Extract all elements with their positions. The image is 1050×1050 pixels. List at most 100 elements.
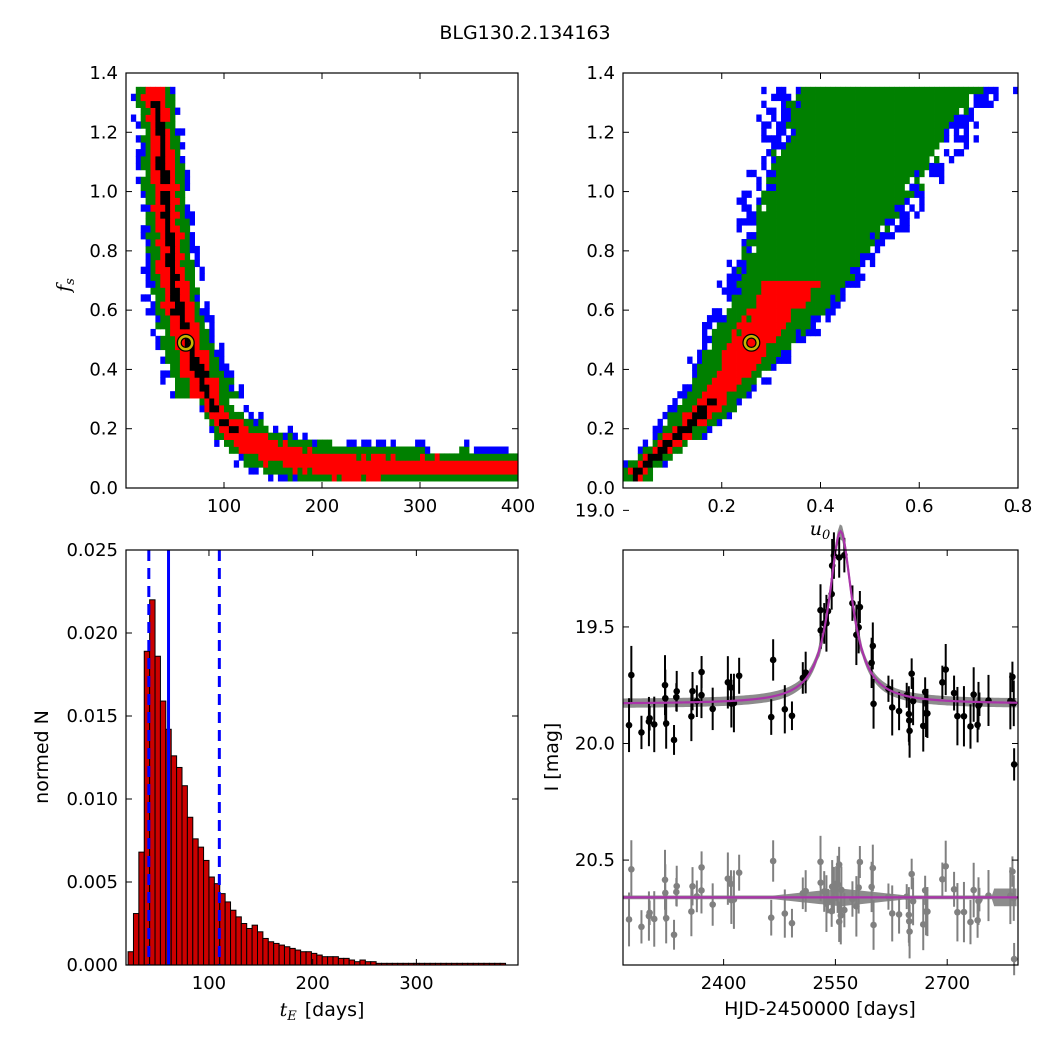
heatmap-cell (243, 432, 249, 440)
heatmap-cell (711, 356, 718, 364)
heatmap-cell (785, 342, 792, 351)
heatmap-cell (194, 245, 200, 254)
heatmap-cell (776, 294, 782, 302)
heatmap-cell (170, 232, 176, 240)
heatmap-cell (356, 467, 362, 475)
heatmap-cell (929, 135, 935, 143)
histogram-bar (235, 916, 242, 966)
heatmap-cell (820, 239, 826, 247)
heatmap-cell (746, 252, 752, 261)
heatmap-cell (835, 142, 841, 150)
heatmap-cell (184, 377, 191, 385)
heatmap-cell (800, 121, 807, 129)
heatmap-cell (199, 384, 205, 392)
heatmap-cell (830, 190, 836, 198)
heatmap-cell (317, 467, 323, 475)
heatmap-cell (150, 308, 156, 316)
heatmap-cell (904, 156, 910, 164)
heatmap-cell (934, 169, 940, 178)
heatmap-cell (771, 156, 777, 164)
residual-point (1010, 955, 1018, 963)
heatmap-cell (366, 467, 372, 475)
heatmap-cell (145, 225, 151, 233)
heatmap-cell (410, 460, 416, 468)
residual-point (724, 875, 732, 882)
heatmap-cell (731, 280, 737, 288)
heatmap-cell (726, 377, 733, 385)
heatmap-cell (874, 239, 881, 247)
heatmap-cell (175, 135, 181, 143)
heatmap-cell (860, 183, 866, 191)
heatmap-cell (771, 93, 777, 102)
heatmap-cell (800, 183, 807, 191)
heatmap-cell (287, 460, 293, 468)
heatmap-cell (830, 100, 836, 108)
heatmap-cell (953, 86, 960, 95)
heatmap-cell (170, 370, 176, 378)
heatmap-cell (238, 439, 244, 447)
residual-point (835, 861, 843, 868)
heatmap-cell (716, 328, 723, 337)
p3-ylabel: normed N (31, 710, 53, 804)
heatmap-cell (874, 232, 881, 240)
y-tick-label: 0.4 (89, 359, 118, 380)
heatmap-cell (800, 156, 807, 164)
heatmap-cell (751, 273, 757, 281)
heatmap-cell (781, 149, 787, 157)
heatmap-cell (884, 149, 891, 157)
histogram-bar (321, 956, 329, 966)
y-tick-label: 20.0 (575, 734, 615, 755)
heatmap-cell (776, 142, 782, 150)
heatmap-cell (840, 273, 846, 281)
heatmap-cell (667, 432, 673, 440)
heatmap-cell (815, 315, 821, 323)
heatmap-cell (184, 169, 191, 178)
heatmap-cell (721, 287, 728, 295)
heatmap-cell (815, 169, 821, 178)
heatmap-cell (761, 128, 767, 136)
heatmap-cell (140, 86, 146, 95)
heatmap-cell (380, 474, 387, 482)
heatmap-cell (771, 169, 777, 178)
heatmap-cell (771, 335, 777, 344)
heatmap-cell (973, 93, 979, 102)
heatmap-cell (716, 370, 723, 378)
heatmap-cell (805, 328, 812, 337)
heatmap-cell (815, 308, 821, 316)
heatmap-cell (776, 135, 782, 143)
heatmap-cell (820, 86, 826, 95)
heatmap-cell (184, 245, 191, 254)
heatmap-cell (815, 245, 821, 254)
heatmap-cell (697, 349, 703, 357)
heatmap-cell (662, 460, 668, 468)
heatmap-cell (845, 142, 851, 150)
residual-point (888, 910, 896, 917)
heatmap-cell (741, 239, 747, 247)
heatmap-cell (771, 301, 777, 309)
heatmap-cell (840, 142, 846, 150)
data-point (673, 688, 681, 695)
heatmap-cell (830, 280, 836, 288)
heatmap-cell (820, 245, 826, 254)
y-tick-label: 0.0 (586, 478, 615, 499)
heatmap-cell (731, 301, 737, 309)
heatmap-cell (860, 259, 866, 268)
heatmap-cell (830, 232, 836, 240)
heatmap-cell (751, 211, 757, 219)
heatmap-cell (825, 176, 831, 185)
heatmap-cell (741, 370, 747, 378)
heatmap-cell (835, 294, 841, 302)
histogram-bar (240, 923, 248, 966)
heatmap-cell (165, 149, 171, 157)
heatmap-cell (179, 225, 186, 233)
heatmap-cell (904, 162, 910, 171)
heatmap-cell (702, 411, 708, 420)
heatmap-cell (736, 294, 742, 302)
heatmap-cell (170, 114, 176, 122)
heatmap-cell (904, 169, 910, 178)
heatmap-cell (820, 232, 826, 240)
heatmap-cell (889, 100, 895, 108)
heatmap-cell (175, 308, 181, 316)
heatmap-cell (815, 183, 821, 191)
heatmap-cell (889, 156, 895, 164)
